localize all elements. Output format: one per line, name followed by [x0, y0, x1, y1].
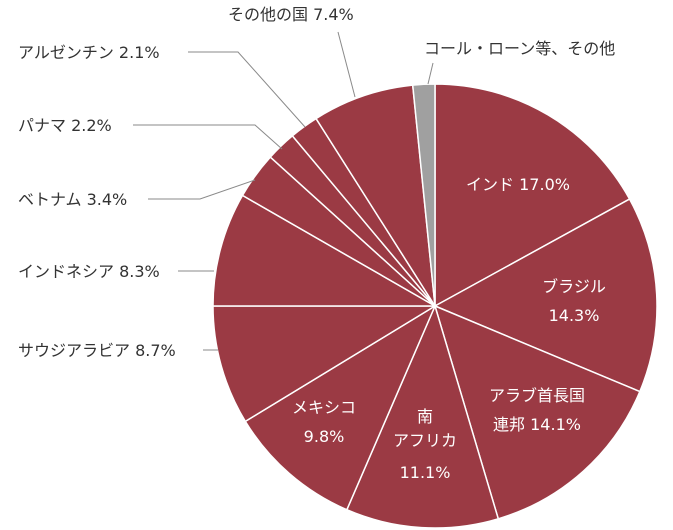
pie-slice-2 [433, 304, 641, 520]
label-panama: パナマ 2.2% [18, 116, 112, 135]
label-saudi: サウジアラビア 8.7% [18, 341, 176, 360]
label-vietnam: ベトナム 3.4% [18, 190, 127, 209]
label-uae-line2: 連邦 14.1% [493, 415, 581, 434]
pie-slice-5 [212, 305, 438, 423]
leader-line-vietnam [148, 179, 256, 200]
label-mexico-pct: 9.8% [304, 427, 345, 446]
label-uae-line1: アラブ首長国 [489, 386, 585, 405]
leader-line-panama [133, 124, 283, 150]
label-brazil-name: ブラジル [542, 277, 606, 296]
label-argentina: アルゼンチン 2.1% [18, 43, 160, 62]
label-call-loan: コール・ローン等、その他 [424, 39, 615, 58]
leader-lines [133, 31, 434, 351]
label-indonesia: インドネシア 8.3% [18, 262, 160, 281]
pie-slice-0 [434, 83, 631, 308]
label-mexico-name: メキシコ [292, 398, 356, 417]
pie-slice-11 [411, 83, 436, 307]
pie-slice-1 [433, 198, 658, 393]
label-south-africa-line3: 11.1% [400, 463, 451, 482]
label-south-africa-line2: アフリカ [393, 431, 457, 450]
pie-slice-4 [244, 304, 437, 511]
leader-line-call-loan [427, 62, 434, 85]
label-brazil-pct: 14.3% [549, 306, 600, 325]
pie-slice-3 [345, 303, 500, 529]
pie-slices [212, 83, 658, 529]
pie-slice-6 [212, 194, 438, 307]
pie-slice-10 [315, 84, 436, 307]
leader-line-other-countries [337, 31, 356, 98]
label-other-countries: その他の国 7.4% [228, 5, 354, 24]
label-south-africa-line1: 南 [417, 407, 433, 426]
leader-line-argentina [188, 51, 306, 128]
label-india: インド 17.0% [466, 175, 570, 194]
